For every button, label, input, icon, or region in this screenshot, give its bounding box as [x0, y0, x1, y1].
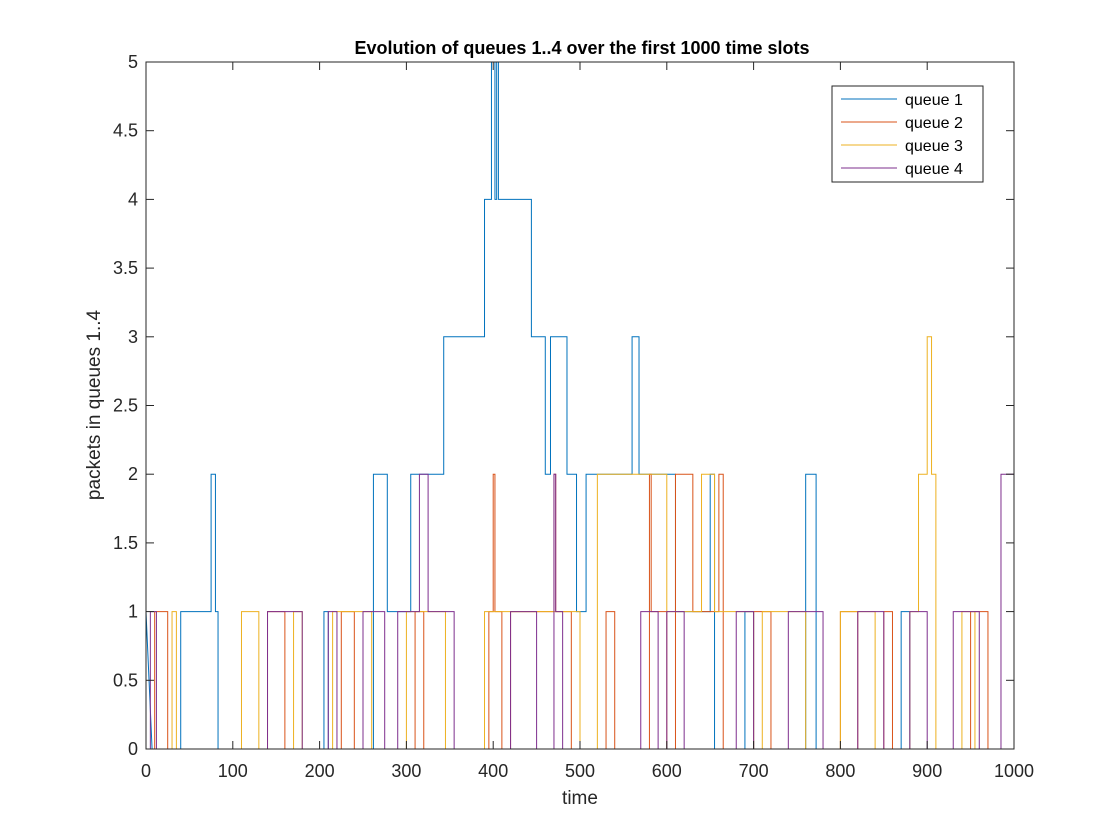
chart-title: Evolution of queues 1..4 over the first … — [354, 38, 809, 58]
x-tick-label: 800 — [825, 761, 855, 781]
x-tick-label: 200 — [305, 761, 335, 781]
legend-label-4: queue 4 — [905, 161, 963, 178]
x-tick-label: 100 — [218, 761, 248, 781]
y-axis-ticks: 0 0.5 1 1.5 2 2.5 3 3.5 4 4.5 5 — [113, 52, 1014, 759]
x-tick-label: 700 — [739, 761, 769, 781]
y-tick-label: 3.5 — [113, 258, 138, 278]
y-tick-label: 0.5 — [113, 670, 138, 690]
x-tick-label: 1000 — [994, 761, 1034, 781]
y-tick-label: 2.5 — [113, 396, 138, 416]
x-tick-label: 600 — [652, 761, 682, 781]
x-tick-label: 900 — [912, 761, 942, 781]
legend-label-2: queue 2 — [905, 115, 963, 132]
y-tick-label: 5 — [128, 52, 138, 72]
y-tick-label: 4.5 — [113, 121, 138, 141]
x-tick-label: 0 — [141, 761, 151, 781]
x-axis-label: time — [562, 788, 598, 809]
legend-label-1: queue 1 — [905, 92, 963, 109]
x-tick-label: 500 — [565, 761, 595, 781]
y-tick-label: 1 — [128, 602, 138, 622]
y-tick-label: 0 — [128, 739, 138, 759]
y-tick-label: 4 — [128, 189, 138, 209]
x-tick-label: 400 — [478, 761, 508, 781]
y-tick-label: 3 — [128, 327, 138, 347]
legend: queue 1 queue 2 queue 3 queue 4 — [831, 85, 984, 183]
x-axis-ticks: 0 100 200 300 400 500 600 700 800 900 1000 — [141, 62, 1034, 781]
legend-label-3: queue 3 — [905, 138, 963, 155]
x-tick-label: 300 — [391, 761, 421, 781]
legend-box — [831, 85, 984, 183]
y-tick-label: 2 — [128, 464, 138, 484]
y-axis-label: packets in queues 1..4 — [84, 310, 105, 501]
y-tick-label: 1.5 — [113, 533, 138, 553]
